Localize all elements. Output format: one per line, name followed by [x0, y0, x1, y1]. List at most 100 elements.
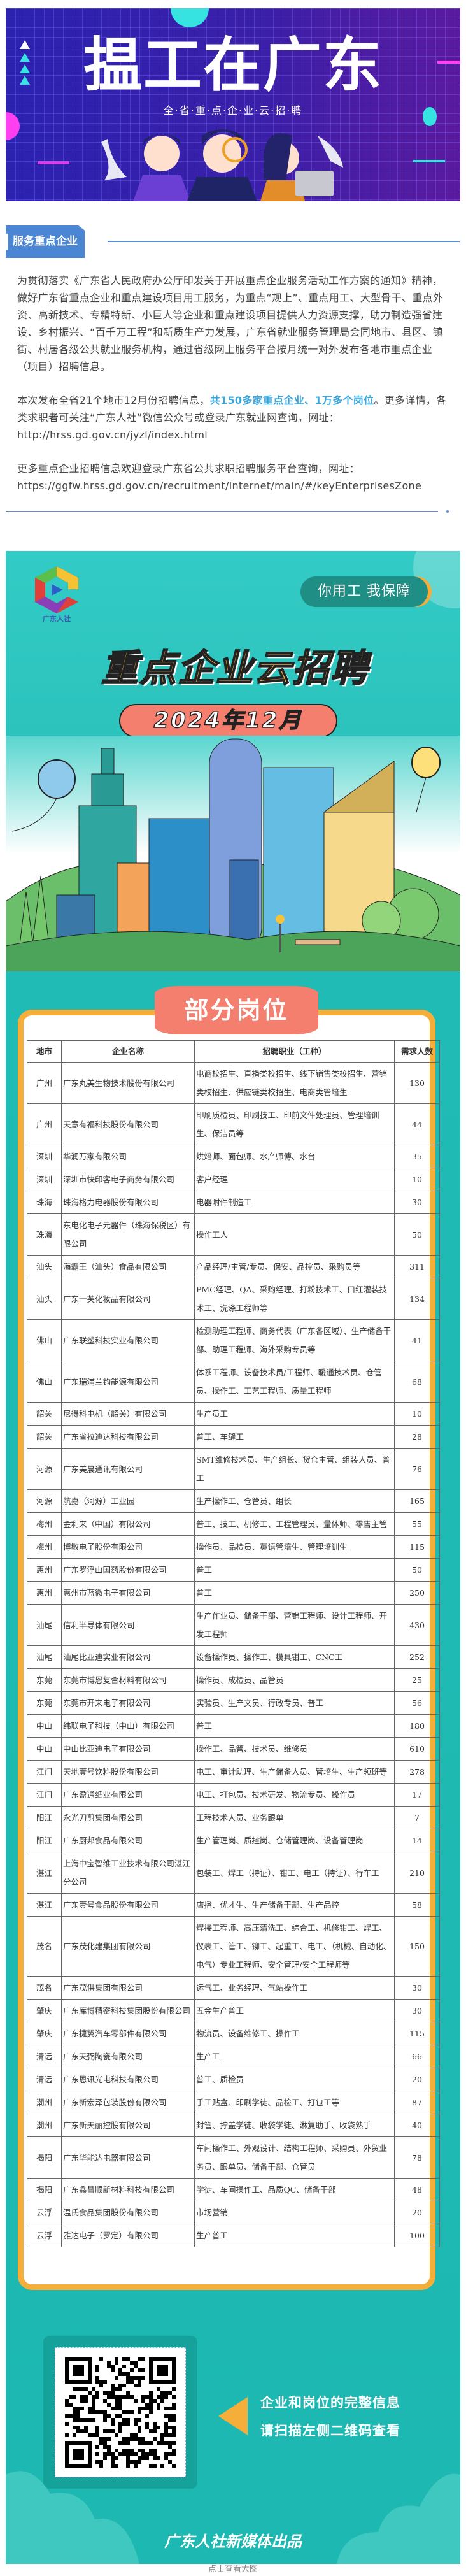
cell-headcount: 165	[394, 1489, 440, 1513]
cell-headcount: 41	[394, 1319, 440, 1361]
cell-city: 深圳	[27, 1145, 62, 1168]
table-row: 湛江 上海中宝智维工业技术有限公司湛江分公司 包装工、焊工（持证）、钳工、电工（持证…	[27, 1852, 440, 1894]
table-row: 梅州 金利来（中国）有限公司 普工、技工、机修工、工程管理员、量体师、零售主管 55	[27, 1512, 440, 1536]
view-large-image-caption[interactable]: 点击查看大图	[208, 2565, 258, 2574]
table-row: 河源 航嘉（河源）工业园 生产操作工、仓管员、组长 165	[27, 1489, 440, 1513]
cell-headcount: 55	[394, 1512, 440, 1536]
cell-company: 广东新宏泽包装股份有限公司	[61, 2091, 195, 2114]
cell-headcount: 20	[394, 2068, 440, 2091]
table-row: 深圳 华润万家有限公司 烘焙师、面包师、水产师傅、水台 35	[27, 1145, 440, 1168]
cell-headcount: 40	[394, 2114, 440, 2137]
cell-occupation: 设备操作员、操作工、模具钳工、CNC工	[194, 1645, 395, 1669]
cell-city: 汕尾	[27, 1604, 62, 1646]
table-row: 广州 广东丸美生物技术股份有限公司 电商校招生、直播类校招生、线下销售类校招生、营销…	[27, 1062, 440, 1104]
cell-city: 惠州	[27, 1558, 62, 1582]
cell-headcount: 250	[394, 1581, 440, 1605]
cell-company: 广东罗浮山国药股份有限公司	[61, 1558, 195, 1582]
table-row: 东莞 东莞市开来电子有限公司 实验员、生产文员、行政专员、普工 56	[27, 1691, 440, 1715]
cell-company: 上海中宝智维工业技术有限公司湛江分公司	[61, 1852, 195, 1894]
cell-occupation: 生产员工	[194, 1402, 395, 1426]
cell-city: 广州	[27, 1062, 62, 1104]
arrow-left-icon	[218, 2397, 248, 2435]
cell-city: 广州	[27, 1103, 62, 1145]
release-highlight: 共150多家重点企业、1万多个岗位	[209, 394, 374, 406]
cell-city: 深圳	[27, 1168, 62, 1191]
cell-occupation: 电器附件制造工	[194, 1191, 395, 1214]
cell-city: 云浮	[27, 2224, 62, 2247]
cell-occupation: 印刷质检员、印刷技工、印前文件处理员、管理培训生、保洁员等	[194, 1103, 395, 1145]
recruitment-poster[interactable]: 广东人社 你用工 我保障 重点企业云招聘 2024年12月 部分岗位 地市 企业…	[6, 551, 460, 2564]
table-row: 惠州 广东罗浮山国药股份有限公司 普工 50	[27, 1558, 440, 1582]
platform-url[interactable]: https://ggfw.hrss.gd.gov.cn/recruitment/…	[17, 480, 422, 492]
content-divider	[6, 510, 449, 513]
cell-city: 江门	[27, 1760, 62, 1784]
cell-headcount: 50	[394, 1558, 440, 1582]
cell-headcount: 44	[394, 1103, 440, 1145]
table-row: 惠州 惠州市蓝微电子有限公司 普工 250	[27, 1581, 440, 1605]
cell-company: 广东恩讯光电科技有限公司	[61, 2068, 195, 2091]
table-row: 湛江 广东壹号食品股份有限公司 店播、优才生、生产储备干部、生产品控 58	[27, 1893, 440, 1917]
jobsite-url[interactable]: http://hrss.gd.gov.cn/jyzl/index.html	[17, 429, 208, 441]
cell-headcount: 430	[394, 1604, 440, 1646]
cell-city: 清远	[27, 2045, 62, 2068]
cell-occupation: 体系工程师、设备技术员/工程师、暖通技术员、仓管员、操作工、工艺工程师、质量工程…	[194, 1361, 395, 1403]
cell-headcount: 50	[394, 1213, 440, 1256]
cell-occupation: 包装工、焊工（持证）、钳工、电工（持证）、行车工	[194, 1852, 395, 1894]
cell-headcount: 66	[394, 2045, 440, 2068]
cell-company: 广东省拉迪达科技有限公司	[61, 1425, 195, 1449]
banner-decorations	[6, 8, 460, 201]
cell-occupation: 烘焙师、面包师、水产师傅、水台	[194, 1145, 395, 1168]
table-row: 梅州 博敏电子股份有限公司 操作员、品检员、英语管培生、管理培训生 115	[27, 1535, 440, 1559]
cell-occupation: 车间操作工、外观设计、结构工程师、采购员、外贸业务员、跟单员、储备干部、仓管员	[194, 2136, 395, 2179]
cell-city: 肇庆	[27, 2022, 62, 2045]
cell-company: 广东美晨通讯有限公司	[61, 1448, 195, 1490]
qr-code[interactable]	[55, 2347, 186, 2477]
table-row: 韶关 尼得科电机（韶关）有限公司 生产员工 10	[27, 1402, 440, 1426]
header-occupation: 招聘职业（工种）	[194, 1040, 395, 1063]
positions-tab: 部分岗位	[155, 986, 318, 1034]
table-row: 汕头 广东一芙化妆品有限公司 PMC经理、QA、采购经理、打粉技术工、口红灌装技术工…	[27, 1278, 440, 1320]
release-paragraph: 本次发布全省21个地市12月份招聘信息，共150多家重点企业、1万多个岗位。更多…	[17, 392, 453, 443]
clouds-decoration	[6, 2471, 460, 2564]
cell-occupation: 电商校招生、直播类校招生、线下销售类校招生、营销类校招生、供应链类校招生、电商类…	[194, 1062, 395, 1104]
table-row: 清远 广东恩讯光电科技有限公司 普工、质检员 20	[27, 2068, 440, 2091]
cell-occupation: SMT维修技术员、生产组长、货仓主管、组装人员、普工	[194, 1448, 395, 1490]
cell-headcount: 78	[394, 2136, 440, 2179]
cell-company: 广东新天丽控股有限公司	[61, 2114, 195, 2137]
cell-headcount: 210	[394, 1852, 440, 1894]
cell-company: 金利来（中国）有限公司	[61, 1512, 195, 1536]
table-row: 珠海 东电化电子元器件（珠海保税区）有限公司 操作工人 50	[27, 1213, 440, 1256]
cell-occupation: PMC经理、QA、采购经理、打粉技术工、口红灌装技术工、洗涤工程师等	[194, 1278, 395, 1320]
table-row: 阳江 广东厨邦食品有限公司 生产管理岗、质控岗、仓储管理岗、设备管理岗 14	[27, 1829, 440, 1852]
cell-occupation: 焊接工程师、高压清洗工、综合工、机修钳工、焊工、仪表工、管工、铆工、起重工、电工…	[194, 1916, 395, 1977]
table-header-row: 地市 企业名称 招聘职业（工种） 需求人数	[27, 1040, 440, 1063]
table-row: 汕尾 汕尾比亚迪实业有限公司 设备操作员、操作工、模具钳工、CNC工 252	[27, 1645, 440, 1669]
cell-occupation: 普工	[194, 1558, 395, 1582]
slogan-badge: 你用工 我保障	[300, 576, 428, 607]
cell-city: 云浮	[27, 2201, 62, 2224]
release-text: 本次发布全省21个地市12月份招聘信息，	[17, 394, 210, 406]
cell-occupation: 生产工	[194, 2045, 395, 2068]
cell-company: 永光刀剪集团有限公司	[61, 1806, 195, 1829]
cell-occupation: 电工、审计助理、生产储备人员、管培生、生产领班等	[194, 1760, 395, 1784]
cell-headcount: 115	[394, 2022, 440, 2045]
cell-company: 东莞市博恩复合材料有限公司	[61, 1668, 195, 1692]
cell-company: 广东茂供集团有限公司	[61, 1976, 195, 2000]
qr-stamp	[43, 2336, 197, 2489]
table-row: 中山 纬联电子科技（中山）有限公司 普工 180	[27, 1714, 440, 1738]
cell-occupation: 运气工、业务经理、气站操作工	[194, 1976, 395, 2000]
cell-city: 汕头	[27, 1278, 62, 1320]
cell-company: 广东鑫昌顺新材料科技有限公司	[61, 2178, 195, 2201]
cell-headcount: 610	[394, 1737, 440, 1761]
cell-company: 信利半导体有限公司	[61, 1604, 195, 1646]
cell-occupation: 生产管理岗、质控岗、仓储管理岗、设备管理岗	[194, 1829, 395, 1852]
cell-city: 河源	[27, 1448, 62, 1490]
cell-headcount: 30	[394, 1999, 440, 2022]
table-row: 茂名 广东茂供集团有限公司 运气工、业务经理、气站操作工 30	[27, 1976, 440, 2000]
cell-city: 梅州	[27, 1535, 62, 1559]
cell-city: 珠海	[27, 1191, 62, 1214]
cell-occupation: 生产普工	[194, 2224, 395, 2247]
cell-occupation: 手工贴盒、印刷学徒、品检工、打包工等	[194, 2091, 395, 2114]
banner-title: 揾工在广东	[83, 31, 383, 99]
cell-headcount: 30	[394, 1191, 440, 1214]
